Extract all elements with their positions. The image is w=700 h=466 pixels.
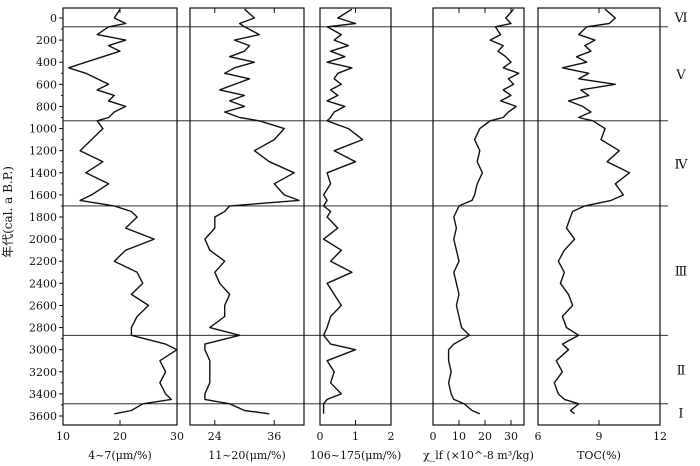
zone-label: Ⅳ bbox=[675, 157, 689, 172]
x-tick-label: 12 bbox=[653, 430, 667, 443]
y-tick-label: 1000 bbox=[29, 123, 57, 136]
y-tick-label: 3000 bbox=[29, 344, 57, 357]
zone-labels: Ⅵ Ⅴ Ⅳ Ⅲ Ⅱ Ⅰ bbox=[673, 11, 688, 422]
y-axis-title: 年代(cal. a B.P.) bbox=[1, 166, 15, 258]
x-tick-label: 30 bbox=[504, 430, 518, 443]
zone-label: Ⅰ bbox=[678, 407, 683, 422]
x-axis-title: 11~20(μm/%) bbox=[208, 449, 286, 462]
y-tick-label: 0 bbox=[50, 12, 57, 25]
y-tick-label: 3600 bbox=[29, 410, 57, 423]
x-axis-title: 106~175(μm/%) bbox=[310, 449, 402, 462]
panel-5: 6 9 12 TOC(%) bbox=[535, 7, 667, 462]
zone-label: Ⅴ bbox=[675, 68, 686, 83]
y-tick-label: 400 bbox=[36, 56, 57, 69]
panel-frame bbox=[319, 7, 392, 426]
y-tick-label: 1200 bbox=[29, 145, 57, 158]
x-axis-title: TOC(%) bbox=[577, 449, 621, 462]
series-line bbox=[553, 8, 631, 415]
y-tick-label: 2000 bbox=[29, 233, 57, 246]
zone-label: Ⅵ bbox=[673, 11, 687, 26]
panel-frame bbox=[189, 7, 305, 426]
x-tick-label: 20 bbox=[113, 430, 127, 443]
x-tick-label: 9 bbox=[596, 430, 603, 443]
x-tick-label: 6 bbox=[535, 430, 542, 443]
series-line bbox=[204, 8, 300, 415]
y-tick-label: 200 bbox=[36, 34, 57, 47]
y-tick-label: 1800 bbox=[29, 211, 57, 224]
y-tick-label: 3400 bbox=[29, 388, 57, 401]
panel-frame bbox=[432, 7, 525, 426]
x-tick-label: 10 bbox=[56, 430, 70, 443]
panel-1: 10 20 30 4~7(μm/%) bbox=[56, 7, 184, 462]
zone-boundaries bbox=[63, 26, 668, 405]
panel-2: 24 36 11~20(μm/%) bbox=[189, 7, 305, 462]
x-tick-label: 10 bbox=[452, 430, 466, 443]
x-tick-label: 0 bbox=[430, 430, 437, 443]
x-tick-label: 30 bbox=[170, 430, 184, 443]
y-tick-label: 2400 bbox=[29, 277, 57, 290]
x-tick-label: 36 bbox=[267, 430, 281, 443]
y-tick-label: 1600 bbox=[29, 189, 57, 202]
series-line bbox=[322, 8, 364, 414]
panel-3: 0 1 2 106~175(μm/%) bbox=[310, 7, 402, 462]
y-tick-label: 600 bbox=[36, 78, 57, 91]
y-tick-label: 2800 bbox=[29, 322, 57, 335]
panel-frame bbox=[537, 7, 661, 426]
x-axis-title: χ_lf (×10^-8 m³/kg) bbox=[423, 449, 534, 462]
y-tick-label: 800 bbox=[36, 100, 57, 113]
y-tick-label: 2600 bbox=[29, 299, 57, 312]
x-tick-label: 24 bbox=[208, 430, 222, 443]
panel-frame bbox=[62, 7, 178, 426]
x-tick-label: 1 bbox=[352, 430, 359, 443]
x-tick-label: 20 bbox=[478, 430, 492, 443]
x-tick-label: 2 bbox=[388, 430, 395, 443]
series-line bbox=[447, 8, 520, 415]
zone-label: Ⅱ bbox=[677, 364, 686, 379]
panel-4: 0 10 20 30 χ_lf (×10^-8 m³/kg) bbox=[423, 7, 534, 462]
zone-label: Ⅲ bbox=[675, 265, 688, 280]
age-axis: 0 200 400 600 800 1000 1200 1400 1600 1800 2000 220… bbox=[29, 12, 63, 423]
x-tick-label: 0 bbox=[317, 430, 324, 443]
x-axis-title: 4~7(μm/%) bbox=[88, 449, 152, 462]
series-line bbox=[67, 8, 178, 415]
y-tick-label: 3200 bbox=[29, 366, 57, 379]
y-tick-label: 1400 bbox=[29, 167, 57, 180]
y-tick-label: 2200 bbox=[29, 255, 57, 268]
